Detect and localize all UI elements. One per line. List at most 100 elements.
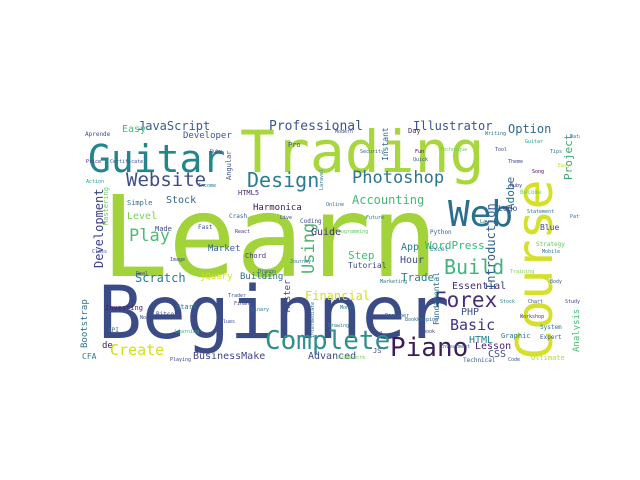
word-step: Step	[348, 249, 375, 262]
word-forex: Forex	[434, 288, 498, 312]
word-master: Master	[283, 279, 293, 312]
word-system: System	[540, 324, 562, 331]
word-project: Project	[562, 133, 575, 180]
word-crash: Crash	[229, 213, 248, 220]
word-professional: Professional	[269, 120, 363, 134]
word-fast: Fast	[198, 224, 213, 231]
word-js: JS	[373, 347, 382, 355]
word-api: API	[108, 327, 119, 334]
word-web: Web	[448, 194, 514, 235]
word-hour: Hour	[400, 255, 425, 266]
word-css: CSS	[488, 349, 507, 360]
word-playing: Playing	[170, 357, 192, 363]
word-become: Become	[520, 189, 542, 196]
word-building: Building	[240, 272, 284, 282]
word-easy: Easy	[558, 163, 571, 169]
word-complete: Complete	[265, 326, 391, 356]
word-live: Live	[280, 215, 293, 221]
word-design: Design	[247, 168, 320, 192]
word-marketing: Marketing	[380, 279, 408, 285]
word-trading: Trading	[240, 120, 485, 186]
word-basic: Basic	[450, 316, 496, 334]
word-harmonica: Harmonica	[253, 203, 302, 213]
word-illustrator: Illustrator	[413, 120, 493, 133]
word-developer: Developer	[183, 131, 232, 141]
word-framework: Framework	[338, 355, 366, 361]
word-beginner: Beginner	[98, 271, 450, 356]
word-django: Django	[258, 269, 277, 275]
word-website: Website	[126, 169, 207, 191]
word-aprende: Aprende	[85, 131, 111, 138]
word-chart: Chart	[528, 299, 544, 305]
word-piano: Piano	[390, 333, 469, 363]
word-option: Option	[508, 122, 552, 136]
word-technique: Technique	[440, 147, 468, 153]
word-image: Image	[170, 257, 186, 263]
word-blues: Blues	[220, 319, 236, 325]
word-laravel: Laravel	[319, 168, 325, 190]
word-finance: Finance	[234, 301, 256, 307]
word-day: Day	[408, 127, 421, 135]
word-investment: Investment	[440, 344, 471, 350]
word-bookkeeping: Bookkeeping	[405, 317, 439, 323]
word-body: Body	[550, 279, 563, 285]
word-play: Play	[129, 226, 170, 246]
word-future: Future	[366, 215, 385, 221]
word-javascript: JavaScript	[138, 120, 211, 133]
word-intermediate: Intermediate	[310, 301, 316, 338]
word-song: Song	[532, 169, 545, 175]
word-python: Python	[430, 229, 452, 236]
word-action: Action	[86, 179, 105, 185]
word-ruby: Ruby	[210, 149, 223, 155]
word-html5: HTML5	[238, 189, 260, 197]
word-coding: Coding	[300, 218, 322, 225]
word-strategy: Strategy	[536, 241, 565, 248]
word-learning: Learning	[175, 329, 200, 335]
word-class: Class	[92, 249, 108, 255]
word-certificate: Certificate	[110, 159, 144, 165]
word-security: Security	[360, 149, 385, 155]
word-binary: Binary	[251, 307, 270, 313]
word-ebook: Ebook	[420, 329, 436, 335]
word-analysis: Analysis	[572, 308, 580, 352]
word-guitar: Guitar	[525, 139, 544, 145]
word-workshop: Workshop	[520, 314, 545, 320]
word-financial: Financial	[305, 289, 371, 303]
word-essential: Essential	[452, 281, 507, 292]
word-create: Create	[110, 341, 165, 359]
word-introduction: Introduction	[484, 203, 498, 290]
word-wordpress: WordPress	[425, 239, 485, 252]
word-data: Data	[570, 134, 580, 140]
word-angular: Angular	[225, 150, 233, 180]
word-logo: Logo	[498, 204, 518, 213]
word-mobile: Mobile	[542, 249, 561, 255]
word-jquery: jQuery	[200, 272, 233, 282]
word-money: Money	[340, 305, 356, 311]
word-layout: Layout	[480, 219, 499, 225]
word-vol: Vol	[374, 331, 384, 337]
word-bitcoin: Bitcoin	[156, 311, 182, 318]
word-tips: Tips	[550, 149, 563, 155]
word-designer: Designer	[385, 313, 410, 319]
word-level: Level	[127, 211, 158, 222]
word-ruby: Ruby	[510, 183, 523, 189]
word-programming: Programming	[335, 229, 369, 235]
word-code: Code	[508, 357, 521, 363]
word-journey: Journey	[290, 259, 312, 265]
word-photoshop: Photoshop	[352, 168, 445, 188]
word-pattern: Pattern	[570, 214, 580, 220]
word-training: Training	[510, 269, 535, 275]
word-writing: Writing	[485, 131, 507, 137]
word-instant: Instant	[381, 127, 390, 161]
word-guide: Guide	[311, 227, 342, 238]
word-stock: Stock	[500, 299, 516, 305]
word-guitar: Guitar	[88, 137, 226, 181]
word-html: HTML	[469, 335, 494, 346]
word-businessmake: BusinessMake	[193, 351, 266, 362]
word-price: Price	[86, 159, 102, 165]
word-online: Online	[326, 202, 345, 208]
word-investing: Investing	[105, 304, 143, 312]
word-study: Study	[565, 299, 580, 305]
word-quick: Quick	[413, 157, 429, 163]
word-tutorial: Tutorial	[348, 261, 387, 270]
